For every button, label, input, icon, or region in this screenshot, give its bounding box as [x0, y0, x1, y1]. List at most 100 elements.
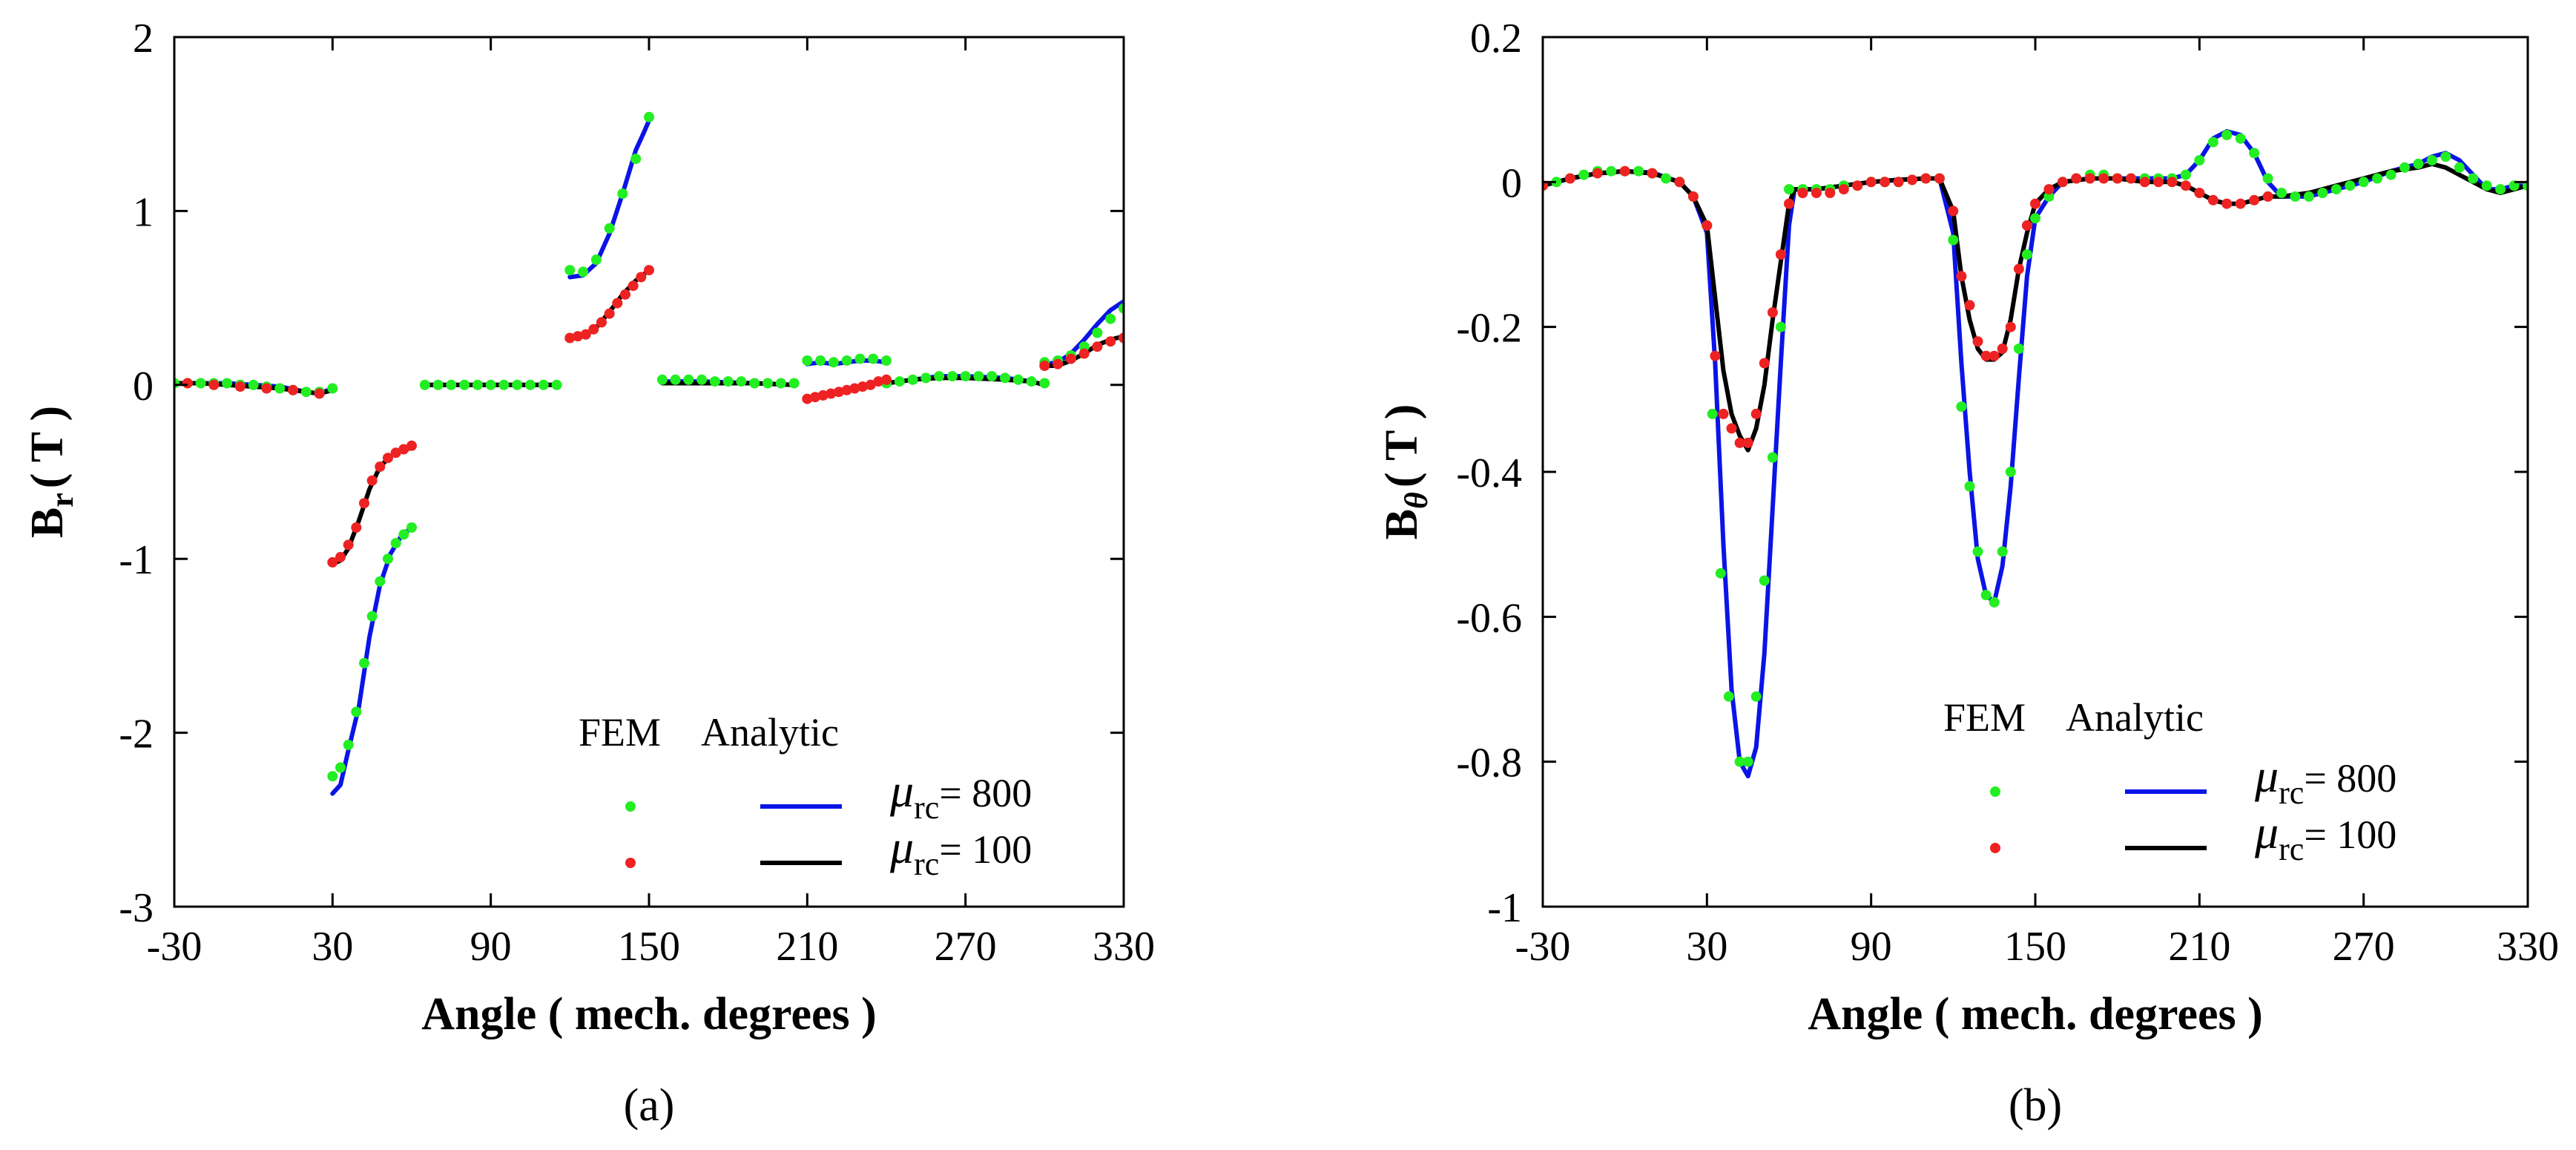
panel-b-series-3-point-4 — [1647, 168, 1658, 179]
panel-a-series-3-point-20 — [588, 323, 599, 335]
panel-a-series-3-point-25 — [627, 280, 639, 292]
panel-b-series-3-point-14 — [1759, 358, 1770, 369]
panel-b-series-3-point-30 — [1956, 271, 1967, 282]
panel-b-legend-mu-symbol-100: μ — [2254, 806, 2279, 858]
panel-a-series-3-point-24 — [620, 289, 630, 300]
panel-b-series-3-point-16 — [1775, 249, 1786, 260]
panel-a-series-2-point-15 — [343, 740, 354, 750]
panel-a-series-3-point-14 — [390, 447, 401, 459]
panel-b-series-2-point-68 — [2358, 177, 2369, 188]
panel-a-series-3-point-6 — [327, 556, 338, 568]
panel-b-y-axis-label: Bθ ( T ) — [1377, 404, 1434, 540]
panel-a-series-2-point-14 — [335, 762, 346, 773]
panel-b-series-2-point-71 — [2399, 162, 2410, 173]
panel-b-y-ticks: 0.2 0 -0.2 -0.4 -0.6 -0.8 -1 — [1456, 16, 2528, 931]
panel-b-series-2-point-5 — [1606, 165, 1617, 177]
panel-b-series-2-point-77 — [2481, 180, 2492, 191]
panel-a-series-2-point-52 — [788, 378, 800, 389]
panel-a-series-3-point-39 — [1039, 361, 1050, 371]
panel-a-series-3-point-18 — [573, 331, 583, 342]
panel-a-series-2-point-57 — [854, 353, 866, 364]
panel-a-series-2-point-45 — [696, 374, 708, 385]
panel-b-legend-mu-sub-800: rc — [2279, 775, 2304, 811]
panel-a-series-3-point-1 — [208, 379, 220, 390]
panel-b-series-3-point-13 — [1750, 408, 1762, 419]
panel-b-series-3-point-37 — [2013, 263, 2024, 275]
panel-b-series-3-point-32 — [1972, 336, 1983, 347]
panel-a-series-2-point-10 — [300, 387, 312, 398]
panel-b-series-3-point-28 — [1934, 173, 1945, 184]
panel-a-series-2-point-6 — [248, 379, 259, 390]
panel-b-series-3-point-54 — [2235, 198, 2246, 209]
panel-b-series-3-point-51 — [2194, 188, 2205, 198]
panel-b-series-2-point-78 — [2495, 184, 2506, 195]
panel-a-x-tick-label: 150 — [618, 924, 680, 970]
panel-b-x-tick-label: 30 — [1686, 924, 1727, 970]
panel-b-series-2-point-14 — [1715, 568, 1726, 579]
panel-a-series-2-point-34 — [551, 379, 562, 390]
panel-a-legend-mu-100: μrc= 100 — [889, 821, 1032, 882]
panel-b-series-2-point-17 — [1742, 756, 1753, 767]
panel-a-series-2-point-79 — [1119, 303, 1124, 314]
panel-a-legend-value-100: = 100 — [939, 827, 1032, 872]
panel-b-series-3-point-35 — [1997, 344, 2008, 354]
panel-a-series-2-point-29 — [485, 379, 496, 390]
panel-a-series-2-point-19 — [375, 576, 386, 587]
panel-a-legend-mu-symbol-800: μ — [889, 764, 914, 817]
panel-b-series-3-point-5 — [1674, 177, 1685, 188]
panel-b-series-3-point-29 — [1948, 206, 1959, 217]
panel-b-series-2-point-73 — [2426, 155, 2437, 165]
panel-b-series-2-point-44 — [2030, 213, 2040, 224]
panel-b-series-2-point-19 — [1759, 575, 1770, 586]
panel-b-series-2-point-22 — [1784, 184, 1794, 195]
panel-b-series-2-point-67 — [2345, 180, 2356, 191]
panel-a-y-ticks: 2 1 0 -1 -2 -3 — [119, 16, 1124, 931]
panel-b-y-tick-label: -0.6 — [1456, 595, 1522, 641]
panel-b-legend-mu-sub-100: rc — [2279, 831, 2304, 867]
panel-a-series-2-point-41 — [644, 111, 654, 122]
panel-b-y-tick-label: -0.4 — [1456, 450, 1522, 496]
panel-a-series-2-point-55 — [828, 357, 839, 368]
panel-b-series-2-point-56 — [2194, 155, 2205, 165]
panel-a-series-2-point-43 — [670, 374, 681, 385]
panel-a-series-3-point-30 — [817, 390, 829, 401]
panel-a-series-3-point-40 — [1053, 358, 1064, 369]
panel-a: -30 30 90 150 210 270 330 210-1-2-3 Angle ( me… — [22, 16, 1155, 1131]
panel-b-series-3-point-6 — [1687, 191, 1699, 202]
panel-b-series-2-point-21 — [1775, 321, 1786, 332]
panel-b-series-3-point-15 — [1767, 307, 1778, 318]
panel-b-series-2-point-15 — [1723, 691, 1734, 702]
panel-b-series-3-point-36 — [2005, 321, 2016, 332]
panel-a-series-2-point-66 — [960, 371, 971, 382]
panel-a-y-tick-label: -3 — [119, 885, 154, 931]
panel-b-series-2-point-37 — [1972, 546, 1983, 557]
panel-b-x-tick-label: 330 — [2497, 924, 2559, 970]
panel-b-legend-mu-800: μrc= 800 — [2254, 749, 2397, 811]
panel-b-legend-fem-100-marker — [1990, 843, 2000, 853]
panel-a-legend-mu-800: μrc= 800 — [889, 764, 1032, 826]
panel-b-y-label-main: B — [1377, 509, 1427, 539]
panel-a-series-2-point-63 — [920, 372, 932, 384]
panel-a-legend-fem-100-marker — [625, 858, 636, 868]
panel-b-series-2-point-63 — [2290, 191, 2301, 202]
panel-a-series-2-point-23 — [406, 522, 417, 533]
panel-b-series-3-point-44 — [2098, 173, 2109, 184]
panel-a-series-2-point-56 — [841, 355, 852, 366]
panel-b-series-2-point-57 — [2207, 137, 2218, 148]
panel-a-series-3-point-5 — [314, 388, 325, 399]
panel-a-series-2-point-50 — [762, 378, 773, 389]
panel-b-series-2-point-62 — [2276, 188, 2287, 198]
panel-a-series-2-point-71 — [1026, 376, 1037, 387]
panel-a-legend-mu-symbol-100: μ — [889, 821, 914, 873]
panel-b-series-2-point-41 — [2005, 467, 2016, 477]
panel-a-series-2-point-69 — [1000, 372, 1010, 384]
panel-b-series-3-point-41 — [2057, 177, 2068, 188]
panel-b-series-3-point-27 — [1920, 173, 1931, 184]
panel-b-series-2-point-76 — [2468, 173, 2479, 184]
panel-a-series-3-point-0 — [182, 378, 193, 389]
panel-b-series-2-point-66 — [2330, 184, 2342, 195]
panel-a-series-2-point-32 — [525, 379, 536, 390]
panel-a-series-2-point-28 — [472, 379, 483, 390]
panel-b-series-2-point-9 — [1661, 173, 1671, 184]
